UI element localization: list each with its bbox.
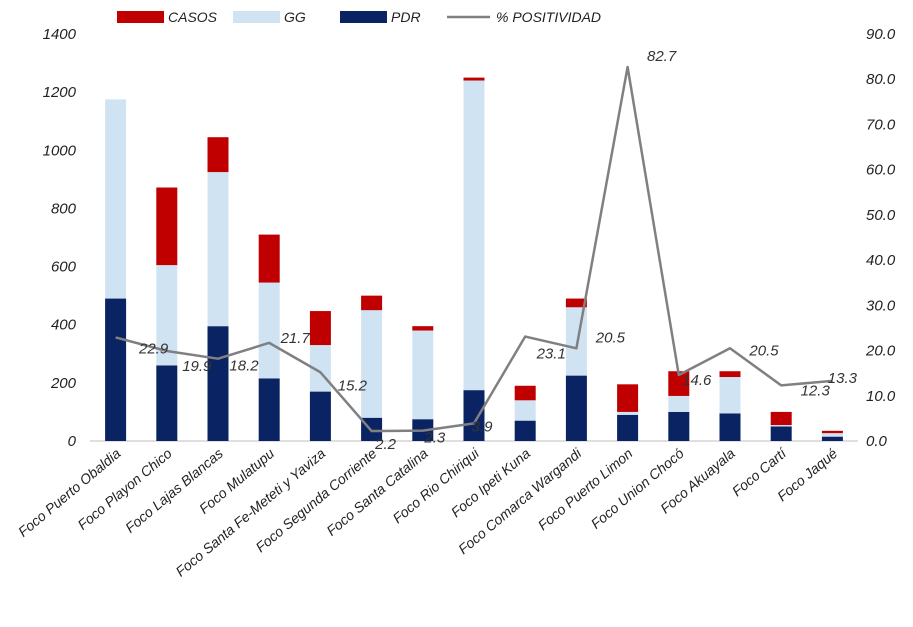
line-data-label: 21.7 (280, 330, 311, 347)
bar-casos (412, 326, 434, 331)
data-labels: 22.9 19.9 18.2 21.7 15.2 2.2 2.3 3.9 23.1 20.5 82.… (138, 48, 858, 453)
positivity-line-path (115, 65, 833, 433)
bar-casos (156, 187, 178, 266)
bars (105, 77, 843, 441)
bar-pdr (770, 426, 792, 441)
bar-gg (361, 310, 383, 418)
bar-gg (719, 377, 741, 414)
y-right-tick-label: 30.0 (866, 297, 896, 314)
bar-casos (207, 137, 229, 173)
category-label: Foco Rio Chiriqui (389, 444, 482, 526)
bar-casos (258, 234, 280, 283)
line-data-label: 15.2 (338, 377, 368, 394)
y-left-tick-label: 200 (50, 375, 77, 392)
bar-pdr (668, 411, 690, 441)
bar-pdr (463, 390, 485, 441)
line-data-label: 2.2 (374, 436, 397, 453)
legend-swatch (117, 11, 164, 23)
line-data-label: 19.9 (182, 358, 212, 375)
bar-gg (156, 265, 178, 366)
bar-pdr (156, 365, 178, 441)
line-data-label: 3.9 (472, 418, 494, 435)
legend-label: % POSITIVIDAD (496, 9, 601, 25)
y-right-tick-label: 70.0 (866, 116, 896, 133)
bar-gg (105, 99, 127, 299)
line-data-label: 2.3 (423, 430, 446, 447)
category-label: Foco Playon Chico (74, 445, 174, 533)
y-left-tick-label: 600 (51, 259, 77, 276)
bar-gg (668, 395, 690, 412)
line-data-label: 12.3 (801, 382, 831, 399)
y-right-tick-label: 80.0 (866, 71, 896, 88)
bar-casos (617, 384, 639, 412)
bar-pdr (565, 375, 587, 441)
line-data-label: 14.6 (682, 372, 712, 389)
line-data-label: 22.9 (138, 340, 169, 357)
line-data-label: 13.3 (828, 370, 858, 387)
legend-swatch (233, 11, 280, 23)
bar-pdr (207, 326, 229, 441)
y-left-tick-label: 0 (68, 433, 77, 450)
line-data-label: 82.7 (647, 48, 677, 65)
line-data-label: 20.5 (748, 342, 779, 359)
y-right-tick-label: 20.0 (865, 343, 896, 360)
y-right-tick-label: 60.0 (866, 162, 896, 179)
bar-gg (207, 172, 229, 327)
legend-label: PDR (391, 9, 421, 25)
positivity-line (115, 65, 833, 433)
bar-casos (309, 311, 331, 346)
y-left-tick-label: 400 (51, 317, 77, 334)
category-label: Foco Lajas Blancas (122, 445, 226, 536)
bar-casos (463, 77, 485, 81)
y-right-tick-label: 10.0 (866, 388, 896, 405)
category-label: Foco Union Chocó (588, 445, 687, 532)
bar-gg (463, 80, 485, 391)
bar-casos (719, 371, 741, 378)
bar-casos (668, 371, 690, 396)
legend-swatch (340, 11, 387, 23)
bar-gg (617, 411, 639, 415)
bar-casos (514, 385, 536, 401)
y-left-tick-label: 1000 (43, 142, 77, 159)
bar-casos (361, 295, 383, 311)
legend-label: GG (284, 9, 306, 25)
legend: CASOS GG PDR % POSITIVIDAD (117, 9, 601, 25)
bar-gg (412, 330, 434, 420)
bar-gg (770, 425, 792, 427)
y-left-tick-label: 1200 (43, 84, 77, 101)
legend-label: CASOS (168, 9, 218, 25)
bar-pdr (617, 414, 639, 441)
y-left-tick-label: 800 (51, 200, 77, 217)
bar-pdr (514, 420, 536, 441)
bar-casos (565, 298, 587, 308)
bar-gg (821, 433, 843, 437)
bar-pdr (258, 378, 280, 441)
bar-pdr (821, 436, 843, 441)
line-data-label: 23.1 (536, 346, 566, 363)
y-right-tick-label: 50.0 (866, 207, 896, 224)
y-right-tick-label: 0.0 (866, 433, 888, 450)
bar-gg (514, 400, 536, 421)
bar-pdr (719, 413, 741, 441)
y-left-tick-label: 1400 (43, 26, 77, 43)
category-label: Foco Puerto Limon (535, 445, 636, 533)
bar-pdr (309, 391, 331, 441)
y-right-tick-label: 40.0 (866, 252, 896, 269)
axes: 0 200 400 600 800 1000 1200 1400 0.0 10.0 20.0 30.0… (15, 26, 896, 580)
bar-pdr (105, 298, 127, 441)
y-right-tick-label: 90.0 (866, 26, 896, 43)
bar-gg (258, 282, 280, 379)
bar-casos (770, 411, 792, 426)
line-data-label: 18.2 (229, 358, 259, 375)
bar-casos (821, 430, 843, 434)
line-data-label: 20.5 (595, 329, 626, 346)
